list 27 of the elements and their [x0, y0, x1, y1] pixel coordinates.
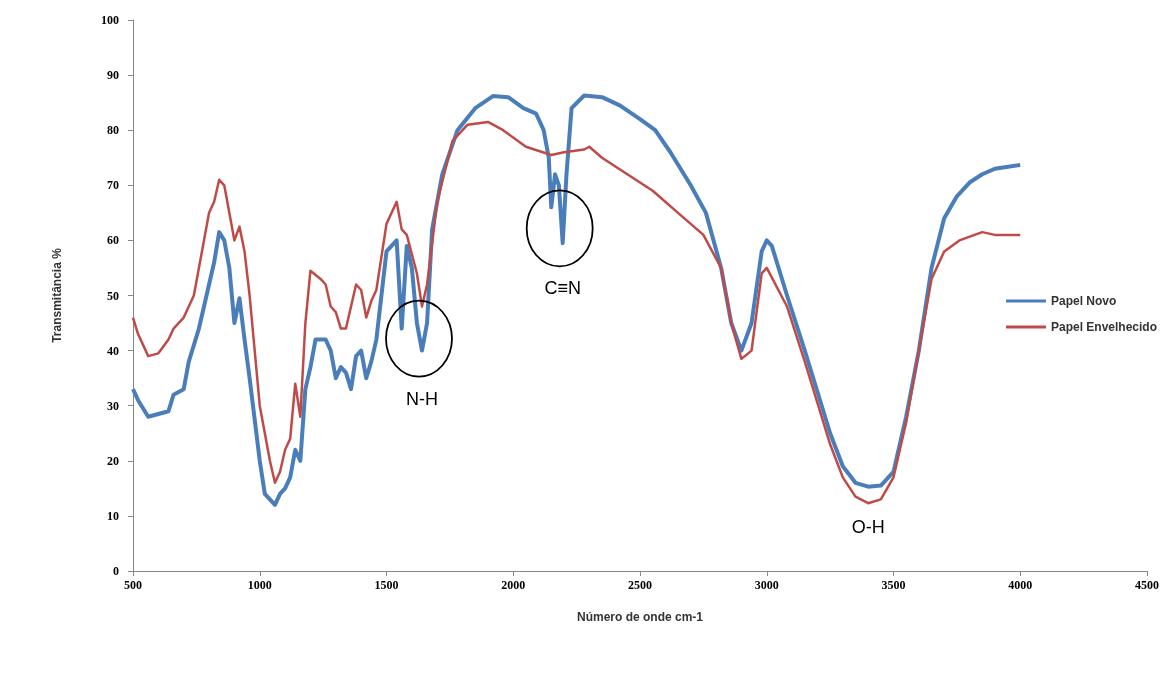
- y-tick-label: 50: [107, 288, 119, 303]
- y-axis-title: Transmitância %: [50, 247, 64, 343]
- legend-label: Papel Envelhecido: [1050, 320, 1158, 334]
- y-tick-label: 0: [113, 564, 119, 578]
- annotation: C≡N: [543, 278, 582, 300]
- x-tick-label: 2500: [628, 578, 652, 592]
- x-tick-label: 2000: [501, 578, 526, 592]
- y-tick-label: 80: [107, 123, 119, 138]
- legend-label: Papel Novo: [1050, 294, 1117, 308]
- x-axis-title: Número de onde cm-1: [576, 610, 704, 624]
- y-tick-label: 90: [107, 68, 119, 83]
- y-tick-label: 10: [107, 508, 119, 523]
- annotation: N-H: [405, 388, 439, 410]
- x-tick-label: 4000: [1008, 578, 1033, 592]
- x-tick-label: 500: [124, 578, 142, 592]
- y-tick-label: 60: [107, 233, 119, 248]
- y-tick-label: 20: [107, 453, 119, 468]
- y-tick-label: 100: [101, 13, 119, 27]
- y-tick-label: 40: [107, 343, 119, 358]
- y-tick-label: 30: [107, 398, 119, 413]
- x-tick-label: 4500: [1135, 578, 1159, 592]
- annotation: O-H: [850, 516, 886, 538]
- y-tick-label: 70: [107, 178, 119, 193]
- x-tick-label: 1500: [374, 578, 399, 592]
- x-tick-label: 3000: [754, 578, 779, 592]
- x-tick-label: 1000: [247, 578, 272, 592]
- x-tick-label: 3500: [881, 578, 906, 592]
